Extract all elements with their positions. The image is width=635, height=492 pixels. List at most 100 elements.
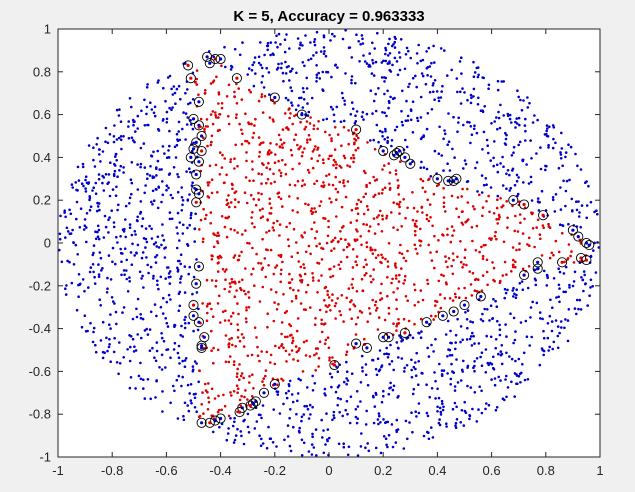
red-point — [273, 301, 276, 304]
red-point — [313, 221, 316, 224]
red-point — [340, 226, 344, 229]
red-point — [293, 114, 296, 118]
misclassified-ring — [248, 398, 259, 409]
blue-point — [414, 361, 417, 364]
red-point — [355, 290, 359, 293]
misclassified-point — [560, 260, 564, 264]
blue-point — [306, 114, 310, 117]
blue-point — [377, 369, 381, 373]
misclassified-point — [194, 172, 198, 177]
red-point — [280, 268, 283, 272]
blue-point — [58, 248, 61, 252]
blue-point — [480, 351, 484, 355]
red-point — [497, 213, 501, 217]
red-point — [236, 328, 240, 332]
blue-point — [177, 356, 181, 360]
red-point — [277, 254, 281, 257]
blue-point — [545, 273, 549, 277]
blue-point — [301, 44, 304, 47]
blue-point — [404, 419, 408, 423]
blue-point — [386, 89, 389, 93]
red-point — [327, 219, 330, 223]
blue-point — [350, 56, 354, 59]
blue-point — [396, 396, 399, 399]
blue-point — [181, 335, 185, 338]
blue-point — [526, 106, 530, 109]
blue-point — [412, 365, 416, 369]
blue-point — [449, 377, 453, 381]
red-point — [322, 216, 325, 220]
blue-point — [550, 320, 554, 323]
blue-point — [465, 338, 469, 341]
blue-point — [322, 52, 326, 56]
blue-point — [550, 329, 554, 333]
red-point — [488, 210, 491, 214]
blue-point — [317, 71, 321, 75]
blue-point — [342, 119, 346, 123]
red-point — [236, 323, 239, 326]
red-point — [229, 315, 233, 318]
red-point — [227, 114, 230, 118]
blue-point — [364, 423, 368, 426]
red-point — [356, 146, 360, 150]
red-point — [248, 381, 251, 384]
blue-point — [545, 284, 549, 287]
blue-point — [492, 355, 495, 359]
red-point — [268, 116, 272, 119]
misclassified-point — [248, 404, 252, 408]
red-point — [261, 380, 264, 383]
red-point — [354, 239, 357, 243]
blue-point — [127, 120, 130, 123]
blue-point — [291, 67, 294, 71]
red-point — [528, 244, 531, 247]
blue-point — [139, 146, 143, 150]
misclassified-ring — [215, 53, 226, 65]
blue-point — [195, 362, 198, 365]
blue-point — [558, 331, 561, 335]
red-point — [225, 235, 229, 239]
blue-point — [408, 82, 411, 86]
blue-point — [496, 194, 500, 198]
blue-point — [526, 378, 530, 381]
blue-point — [501, 184, 505, 187]
red-point — [282, 293, 285, 296]
red-point — [217, 102, 220, 105]
blue-point — [471, 407, 474, 411]
blue-point — [185, 170, 188, 173]
red-point — [406, 299, 410, 303]
red-point — [316, 291, 319, 294]
blue-point — [420, 330, 423, 333]
red-point — [208, 164, 212, 168]
red-point — [228, 282, 232, 285]
red-point — [316, 159, 320, 163]
red-point — [235, 82, 238, 86]
red-point — [383, 186, 387, 190]
red-point — [271, 226, 275, 229]
blue-point — [462, 424, 466, 427]
blue-point — [455, 358, 458, 361]
red-point — [267, 264, 270, 267]
red-point — [210, 279, 214, 282]
blue-point — [92, 270, 95, 274]
red-point — [387, 306, 391, 310]
blue-point — [420, 160, 423, 164]
blue-point — [579, 225, 582, 229]
blue-point — [359, 400, 362, 403]
misclassified-point — [194, 200, 198, 204]
blue-point — [465, 180, 469, 184]
blue-point — [451, 370, 454, 373]
blue-point — [381, 111, 384, 114]
blue-point — [426, 346, 430, 350]
blue-point — [466, 384, 469, 388]
blue-point — [63, 209, 66, 212]
blue-point — [359, 445, 363, 448]
blue-point — [152, 277, 155, 280]
red-point — [345, 296, 349, 300]
blue-point — [336, 370, 340, 374]
blue-point — [438, 406, 442, 410]
blue-point — [323, 387, 327, 391]
misclassified-point — [208, 61, 212, 65]
blue-point — [380, 61, 384, 64]
blue-point — [134, 387, 137, 390]
red-point — [386, 294, 389, 298]
